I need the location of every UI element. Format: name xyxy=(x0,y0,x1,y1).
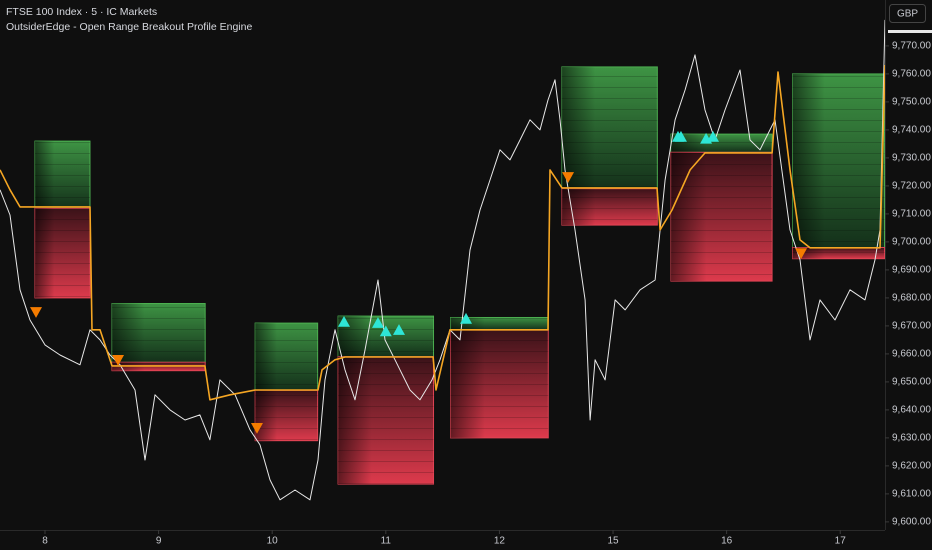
plot-area xyxy=(0,19,886,501)
x-tick-label: 10 xyxy=(267,536,279,547)
y-tick-label: 9,610.00 xyxy=(892,489,931,500)
signal-up xyxy=(338,315,351,327)
x-tick-label: 8 xyxy=(42,536,48,547)
signal-up xyxy=(371,317,384,328)
bear-zone-stripes xyxy=(450,330,549,438)
chart-title: FTSE 100 Index · 5 · IC Markets xyxy=(6,6,157,18)
x-tick-label: 11 xyxy=(381,536,392,547)
bear-zone-stripes xyxy=(670,152,773,282)
signal-up xyxy=(379,325,392,337)
x-tick-label: 9 xyxy=(156,536,162,547)
signal-down xyxy=(112,354,125,366)
y-tick-label: 9,690.00 xyxy=(892,265,931,276)
price-line xyxy=(0,19,886,501)
chart-subtitle: OutsiderEdge - Open Range Breakout Profi… xyxy=(6,21,252,33)
signal-down xyxy=(30,307,43,318)
y-tick-label: 9,630.00 xyxy=(892,433,931,444)
y-tick-label: 9,770.00 xyxy=(892,41,931,52)
vwap-line xyxy=(0,64,886,401)
currency-button[interactable] xyxy=(889,4,926,23)
x-tick-label: 15 xyxy=(607,536,619,547)
bear-zone-stripes xyxy=(561,188,658,226)
bull-zone-stripes xyxy=(112,303,206,363)
y-tick-label: 9,710.00 xyxy=(892,209,931,220)
bull-zone-stripes xyxy=(561,66,658,189)
bull-zone-stripes xyxy=(255,323,318,391)
y-tick-label: 9,740.00 xyxy=(892,125,931,136)
signal-up xyxy=(674,130,687,142)
x-tick-label: 16 xyxy=(721,536,733,547)
price-marker xyxy=(888,30,932,33)
y-tick-label: 9,620.00 xyxy=(892,461,931,472)
bear-zone-stripes xyxy=(792,247,885,259)
bull-zone-stripes xyxy=(34,141,90,209)
bear-zone-stripes xyxy=(338,356,434,485)
y-tick-label: 9,700.00 xyxy=(892,237,931,248)
signal-down xyxy=(250,423,263,434)
y-tick-label: 9,600.00 xyxy=(892,517,931,528)
bear-zone-stripes xyxy=(255,390,318,441)
y-tick-label: 9,750.00 xyxy=(892,97,931,108)
bull-zone-stripes xyxy=(338,316,434,357)
signal-up xyxy=(392,324,405,335)
x-tick-label: 12 xyxy=(494,536,506,547)
y-tick-label: 9,640.00 xyxy=(892,405,931,416)
y-tick-label: 9,720.00 xyxy=(892,181,931,192)
signal-up xyxy=(460,312,473,324)
bull-zone-stripes xyxy=(792,73,885,248)
y-tick-label: 9,680.00 xyxy=(892,293,931,304)
y-tick-label: 9,670.00 xyxy=(892,321,931,332)
signal-up xyxy=(706,130,719,142)
bear-zone-stripes xyxy=(34,208,90,298)
bull-zone-stripes xyxy=(670,134,773,153)
signal-down xyxy=(795,248,808,260)
y-tick-label: 9,650.00 xyxy=(892,377,931,388)
signal-down xyxy=(562,172,575,183)
currency-label[interactable]: GBP xyxy=(897,9,918,20)
y-tick-label: 9,730.00 xyxy=(892,153,931,164)
x-tick-label: 17 xyxy=(835,536,847,547)
y-tick-label: 9,760.00 xyxy=(892,69,931,80)
bull-zone-stripes xyxy=(450,317,549,331)
y-tick-label: 9,660.00 xyxy=(892,349,931,360)
